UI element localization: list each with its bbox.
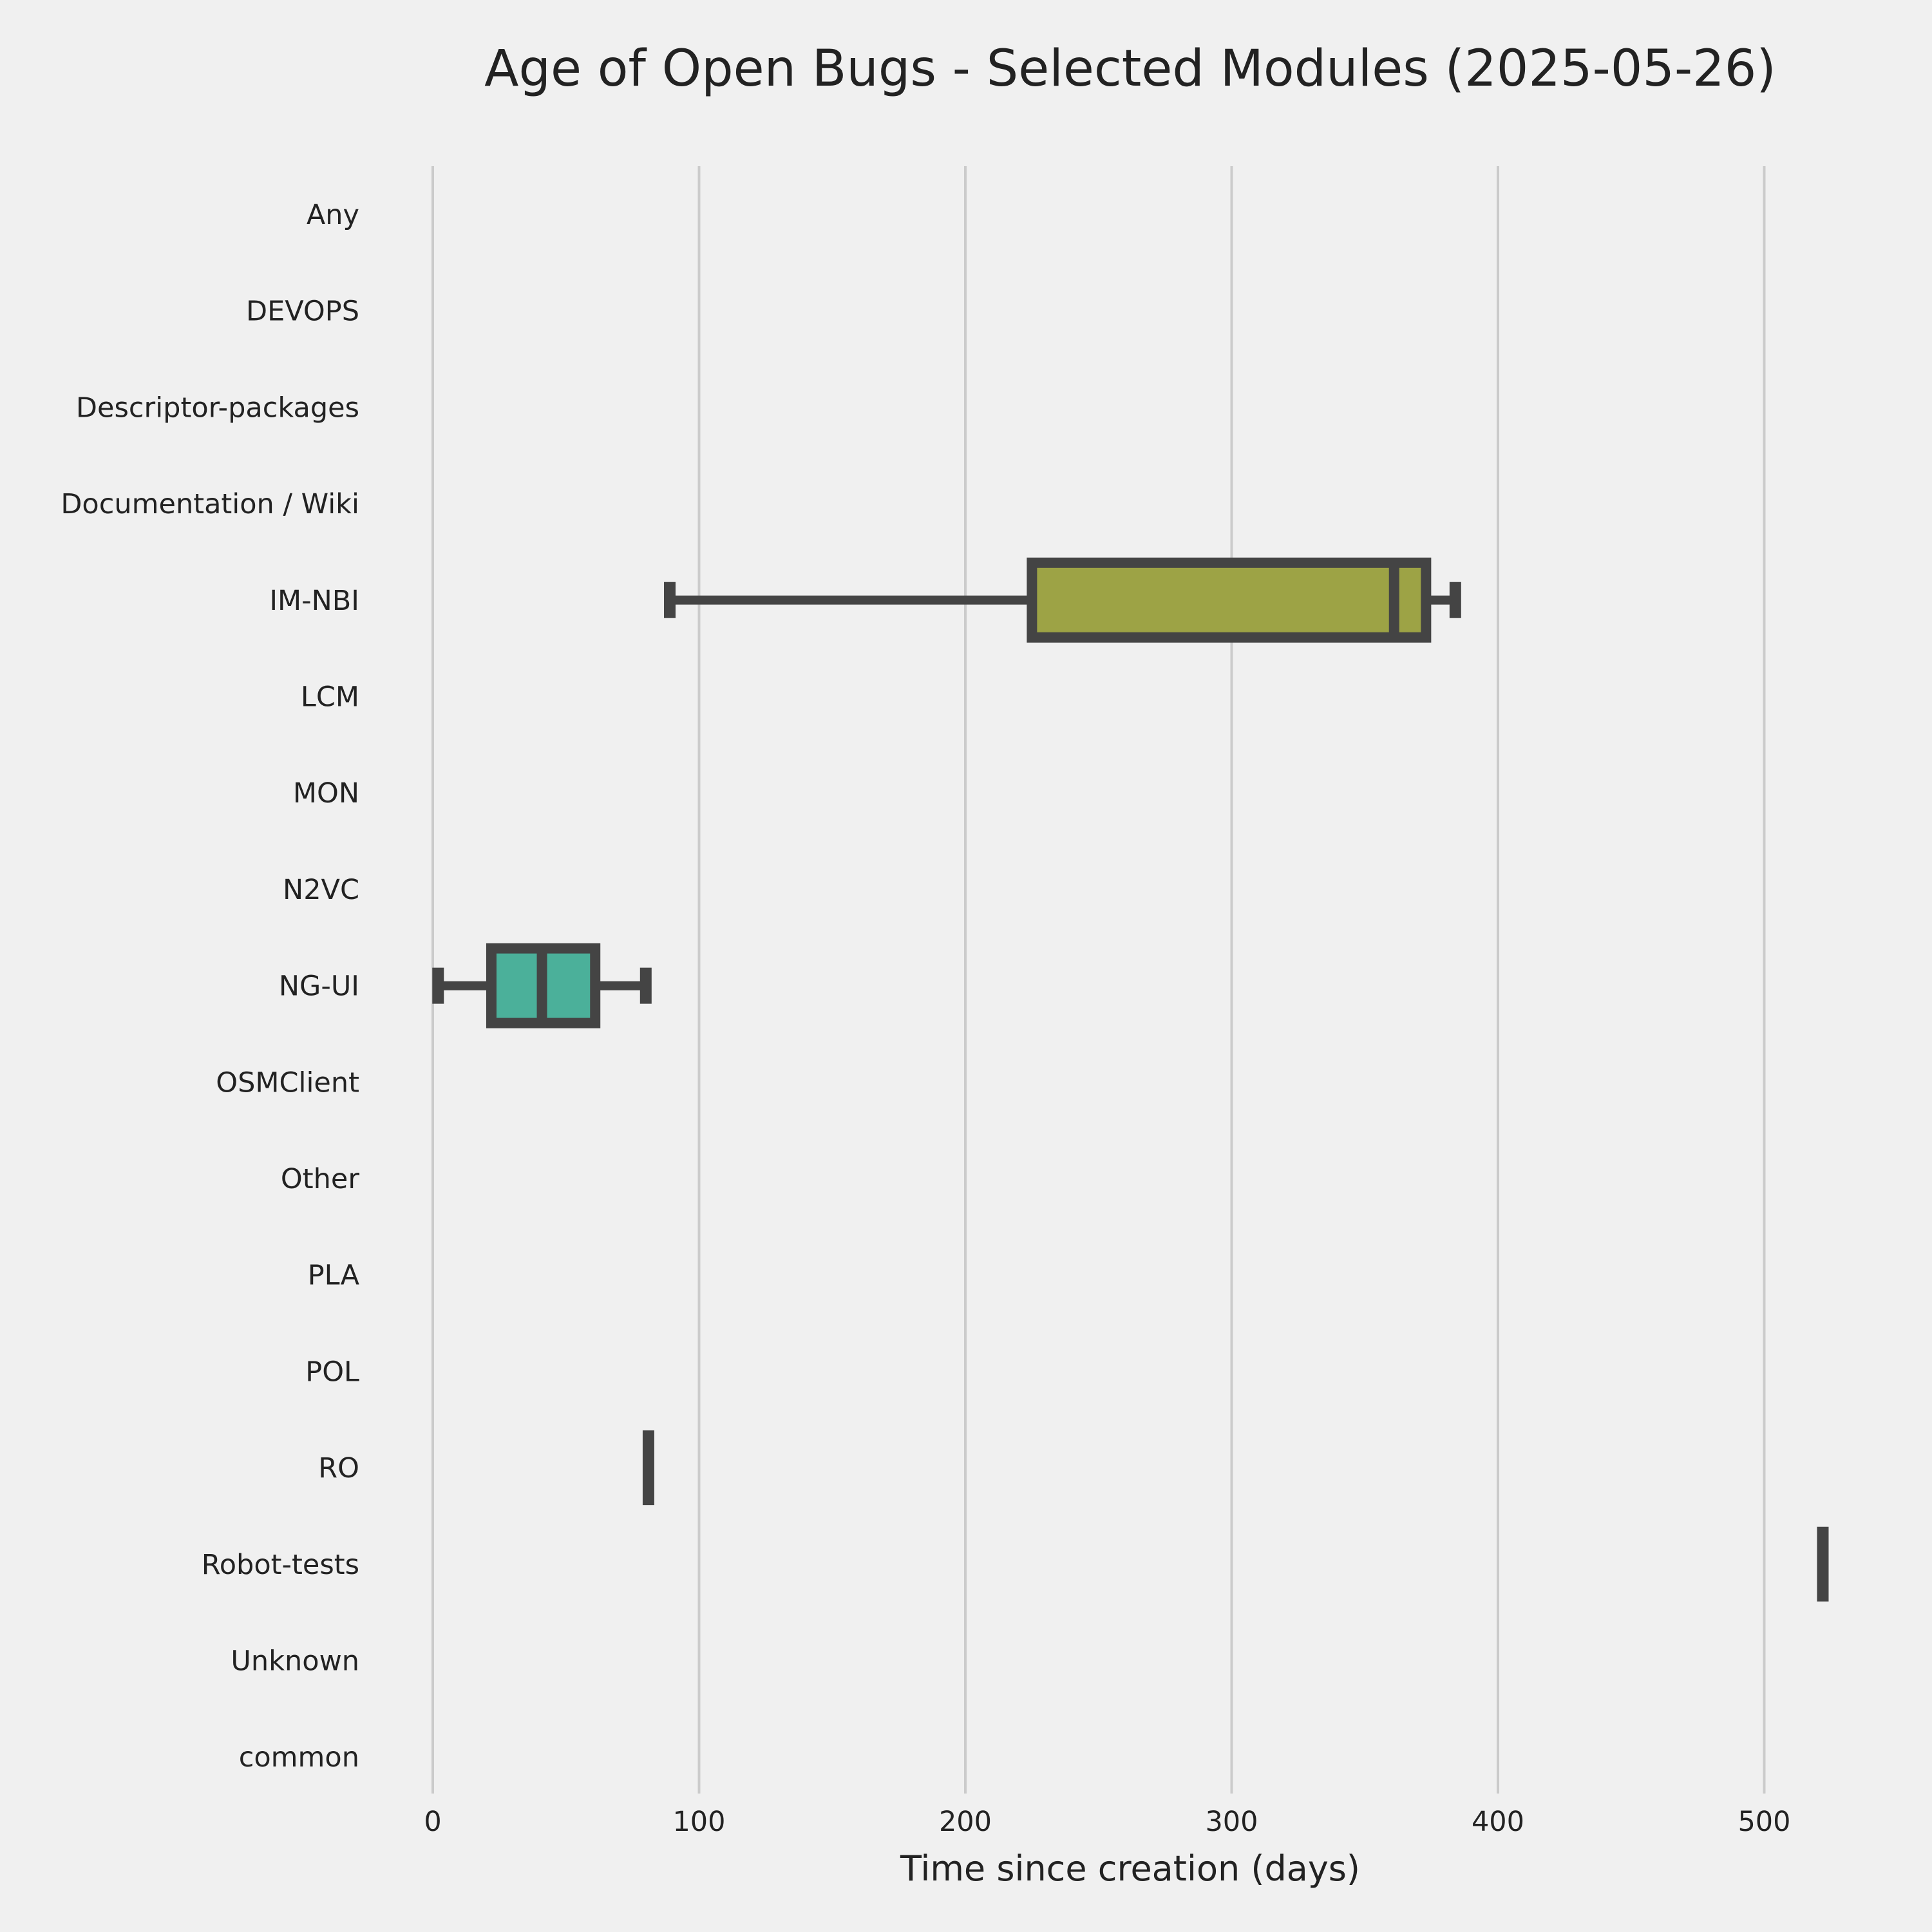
y-tick-label: RO <box>318 1452 359 1484</box>
y-tick-label: LCM <box>301 681 359 714</box>
x-tick-label-500: 500 <box>1738 1806 1790 1838</box>
y-tick-label: OSMClient <box>216 1066 359 1099</box>
x-tick-label-300: 300 <box>1205 1806 1258 1838</box>
x-tick-label-100: 100 <box>672 1806 725 1838</box>
y-tick-label: NG-UI <box>279 971 359 1003</box>
grid-lines <box>431 166 1766 1794</box>
y-tick-label: common <box>239 1741 359 1774</box>
x-axis-label: Time since creation (days) <box>900 1848 1360 1889</box>
y-tick-label: Other <box>281 1163 359 1195</box>
y-tick-label: Descriptor-packages <box>76 392 359 424</box>
x-tick-label-400: 400 <box>1472 1806 1524 1838</box>
box-im-nbi-iqr <box>1027 557 1432 643</box>
y-tick-label: MON <box>293 777 359 810</box>
y-tick-label: N2VC <box>283 874 359 906</box>
y-tick-label: POL <box>305 1356 359 1388</box>
y-tick-label: IM-NBI <box>269 585 359 617</box>
x-axis-tick-labels: 0 100 200 300 400 500 <box>424 1806 1790 1838</box>
y-tick-label: Any <box>307 199 359 231</box>
y-axis-tick-labels: Any DEVOPS Descriptor-packages Documentatio… <box>61 199 359 1774</box>
box-series <box>432 557 1829 1602</box>
y-tick-label: Documentation / Wiki <box>61 488 359 520</box>
y-tick-label: DEVOPS <box>246 296 359 328</box>
y-tick-label: Unknown <box>231 1645 359 1678</box>
chart-title: Age of Open Bugs - Selected Modules (202… <box>484 40 1776 98</box>
x-tick-label-200: 200 <box>939 1806 992 1838</box>
y-tick-label: Robot-tests <box>202 1549 359 1581</box>
box-im-nbi <box>664 557 1461 643</box>
box-ng-ui <box>432 943 652 1028</box>
y-tick-label: PLA <box>308 1260 360 1292</box>
x-tick-label-0: 0 <box>424 1806 441 1838</box>
